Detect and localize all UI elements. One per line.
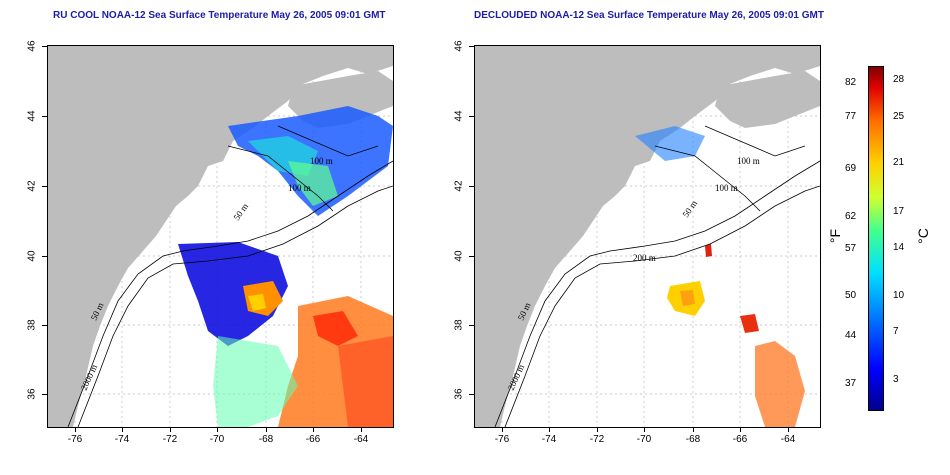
x-tick-label: -76 <box>67 434 83 445</box>
fahrenheit-label: 57 <box>845 243 857 254</box>
celsius-label: 28 <box>893 74 905 85</box>
y-tick-label: 46 <box>453 40 465 52</box>
celsius-unit: °C <box>914 228 931 244</box>
x-tick <box>788 427 789 432</box>
fahrenheit-label: 37 <box>845 378 857 389</box>
celsius-label: 10 <box>893 290 905 301</box>
celsius-label: 14 <box>893 242 905 253</box>
y-tick <box>42 394 47 395</box>
x-tick <box>122 427 123 432</box>
x-tick-label: -68 <box>685 434 701 445</box>
x-tick <box>266 427 267 432</box>
y-tick-label: 38 <box>26 319 38 331</box>
fahrenheit-label: 44 <box>845 330 857 341</box>
left-map-title: RU COOL NOAA-12 Sea Surface Temperature … <box>53 10 386 21</box>
y-tick <box>42 46 47 47</box>
y-tick <box>469 256 474 257</box>
sst-pixels-right <box>635 126 805 427</box>
y-tick <box>469 46 474 47</box>
contour-label: 200 m <box>633 253 656 263</box>
x-tick-label: -64 <box>780 434 796 445</box>
temperature-colorbar <box>868 66 884 411</box>
y-tick <box>42 116 47 117</box>
left-sst-map: 100 m 100 m 50 m 50 m 2000 m <box>47 45 394 428</box>
fahrenheit-label: 62 <box>845 211 857 222</box>
y-tick-label: 38 <box>453 319 465 331</box>
y-tick-label: 36 <box>26 388 38 400</box>
x-tick <box>313 427 314 432</box>
contour-label: 100 m <box>715 183 738 193</box>
celsius-label: 21 <box>893 157 905 168</box>
contour-label: 100 m <box>310 156 333 166</box>
right-sst-map: 100 m 100 m 50 m 200 m 50 m 2000 m <box>474 45 821 428</box>
y-tick <box>42 256 47 257</box>
x-tick <box>75 427 76 432</box>
y-tick-label: 40 <box>26 250 38 262</box>
y-tick <box>469 186 474 187</box>
x-tick <box>502 427 503 432</box>
x-tick-label: -66 <box>732 434 748 445</box>
fahrenheit-label: 69 <box>845 163 857 174</box>
contour-label: 50 m <box>231 201 250 222</box>
contour-label: 100 m <box>288 183 311 193</box>
x-tick <box>693 427 694 432</box>
x-tick-label: -72 <box>162 434 178 445</box>
y-tick <box>469 325 474 326</box>
x-tick <box>170 427 171 432</box>
y-tick <box>42 186 47 187</box>
x-tick <box>549 427 550 432</box>
y-tick-label: 40 <box>453 250 465 262</box>
y-tick-label: 44 <box>453 110 465 122</box>
y-tick-label: 42 <box>26 180 38 192</box>
x-tick-label: -76 <box>494 434 510 445</box>
y-tick <box>469 116 474 117</box>
x-tick <box>740 427 741 432</box>
y-tick-label: 44 <box>26 110 38 122</box>
x-tick-label: -72 <box>589 434 605 445</box>
x-tick-label: -74 <box>541 434 557 445</box>
fahrenheit-unit: °F <box>827 228 844 244</box>
celsius-label: 3 <box>893 374 899 385</box>
contour-label: 50 m <box>680 198 699 219</box>
celsius-label: 25 <box>893 111 905 122</box>
right-map-title: DECLOUDED NOAA-12 Sea Surface Temperatur… <box>474 10 824 21</box>
x-tick-label: -66 <box>305 434 321 445</box>
x-tick <box>597 427 598 432</box>
fahrenheit-label: 50 <box>845 290 857 301</box>
x-tick-label: -68 <box>258 434 274 445</box>
contour-label: 100 m <box>737 156 760 166</box>
fahrenheit-label: 82 <box>845 77 857 88</box>
y-tick-label: 36 <box>453 388 465 400</box>
x-tick-label: -64 <box>353 434 369 445</box>
x-tick-label: -70 <box>636 434 652 445</box>
celsius-label: 7 <box>893 326 899 337</box>
y-tick <box>469 394 474 395</box>
celsius-label: 17 <box>893 206 905 217</box>
fahrenheit-label: 77 <box>845 111 857 122</box>
x-tick-label: -70 <box>209 434 225 445</box>
x-tick-label: -74 <box>114 434 130 445</box>
x-tick <box>644 427 645 432</box>
x-tick <box>361 427 362 432</box>
sst-pixels-left <box>178 106 393 427</box>
y-tick-label: 46 <box>26 40 38 52</box>
y-tick <box>42 325 47 326</box>
x-tick <box>217 427 218 432</box>
y-tick-label: 42 <box>453 180 465 192</box>
